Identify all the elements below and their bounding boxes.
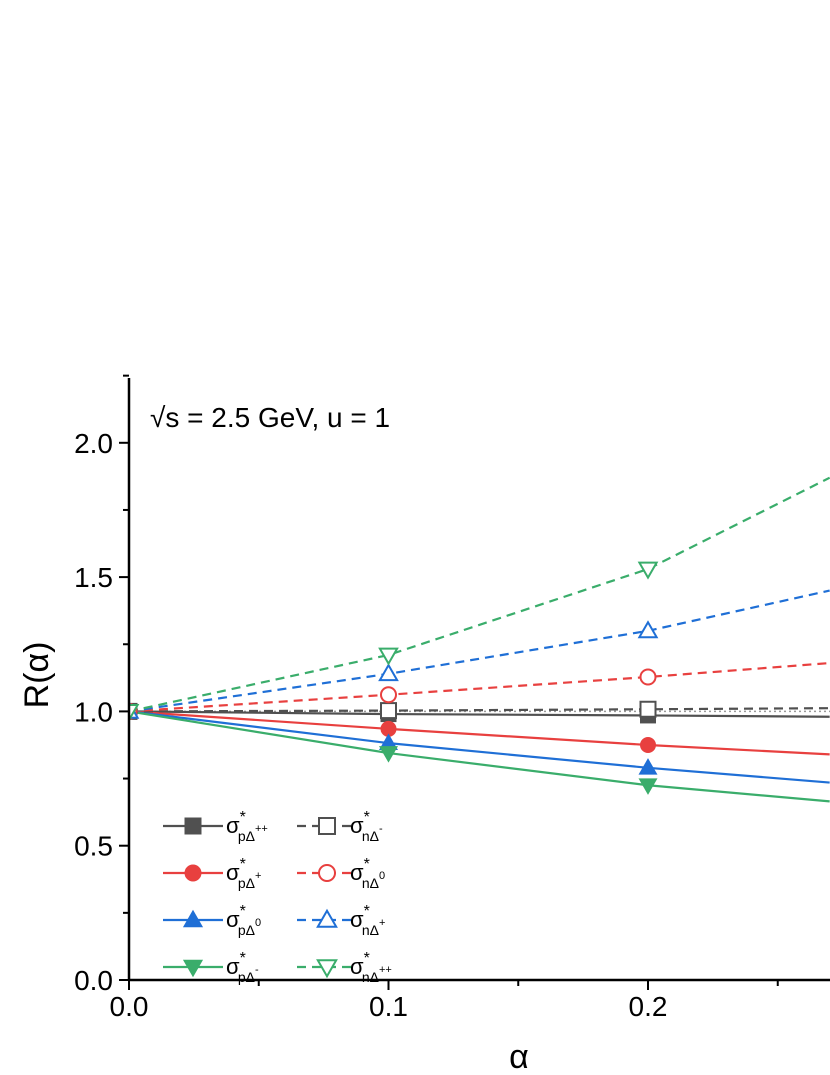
- axes: 0.0 0.5 1.0 1.5 2.0 0.0 0.1 0.2: [74, 374, 830, 1022]
- x-axis-title: α: [509, 1038, 529, 1075]
- data-point-7-2: [637, 561, 659, 580]
- data-point-7-0: [129, 704, 140, 723]
- legend-marker: [184, 864, 202, 882]
- series-line-1: [129, 710, 830, 756]
- legend-marker: [316, 908, 338, 928]
- legend-marker: [184, 817, 202, 835]
- x-tick-label: 0.0: [110, 991, 149, 1022]
- legend-label: σ* pΔ0: [226, 903, 261, 938]
- y-tick-label: 0.0: [74, 965, 113, 996]
- legend-label: σ* pΔ-: [226, 950, 259, 985]
- data-point-3-2: [638, 778, 658, 795]
- legend-item-6: σ* nΔ+: [297, 903, 385, 938]
- data-point-6-2: [637, 620, 659, 639]
- legend-item-7: σ* nΔ++: [297, 950, 392, 985]
- data-point-2-2: [638, 758, 658, 775]
- x-tick-label: 0.1: [369, 991, 408, 1022]
- data-point-5-1: [380, 686, 397, 704]
- y-tick-label: 1.5: [74, 562, 113, 593]
- chart-annotation: √s = 2.5 GeV, u = 1: [150, 402, 390, 433]
- legend-item-1: σ* pΔ+: [163, 856, 261, 891]
- legend-marker: [316, 959, 338, 979]
- y-tick-label: 1.0: [74, 696, 113, 727]
- legend-label: σ* nΔ++: [350, 950, 392, 985]
- series-line-5: [129, 661, 830, 713]
- legend-marker: [318, 817, 336, 835]
- plot-area: [129, 476, 830, 803]
- legend-item-4: σ* nΔ-: [297, 809, 383, 844]
- legend: σ* pΔ++ σ* pΔ+ σ* pΔ0 σ* pΔ-σ* nΔ-σ* nΔ0 σ* nΔ+ σ* nΔ…: [163, 809, 392, 985]
- series-line-2: [129, 710, 830, 784]
- legend-marker: [318, 864, 336, 882]
- legend-label: σ* pΔ+: [226, 856, 261, 891]
- data-point-4-1: [380, 702, 397, 720]
- y-axis-title: R(α): [18, 642, 56, 709]
- legend-marker: [182, 909, 204, 928]
- data-point-7-1: [378, 647, 399, 666]
- data-point-5-2: [639, 668, 657, 686]
- legend-label: σ* nΔ0: [350, 856, 385, 891]
- legend-label: σ* nΔ-: [350, 809, 383, 844]
- y-tick-label: 0.5: [74, 831, 113, 862]
- data-point-1-2: [640, 736, 656, 753]
- data-point-6-1: [378, 663, 399, 682]
- legend-item-2: σ* pΔ0: [163, 903, 261, 938]
- series-line-3: [129, 710, 830, 803]
- x-tick-label: 0.2: [629, 991, 668, 1022]
- data-point-4-2: [639, 700, 657, 718]
- data-point-3-1: [379, 746, 398, 763]
- series-line-0: [129, 710, 830, 718]
- legend-marker: [182, 959, 204, 978]
- series-line-6: [129, 589, 830, 713]
- legend-item-5: σ* nΔ0: [297, 856, 385, 891]
- legend-label: σ* nΔ+: [350, 903, 385, 938]
- legend-item-3: σ* pΔ-: [163, 950, 259, 985]
- series-line-7: [129, 476, 830, 713]
- legend-label: σ* pΔ++: [226, 809, 268, 844]
- legend-item-0: σ* pΔ++: [163, 809, 268, 844]
- y-tick-label: 2.0: [74, 428, 113, 459]
